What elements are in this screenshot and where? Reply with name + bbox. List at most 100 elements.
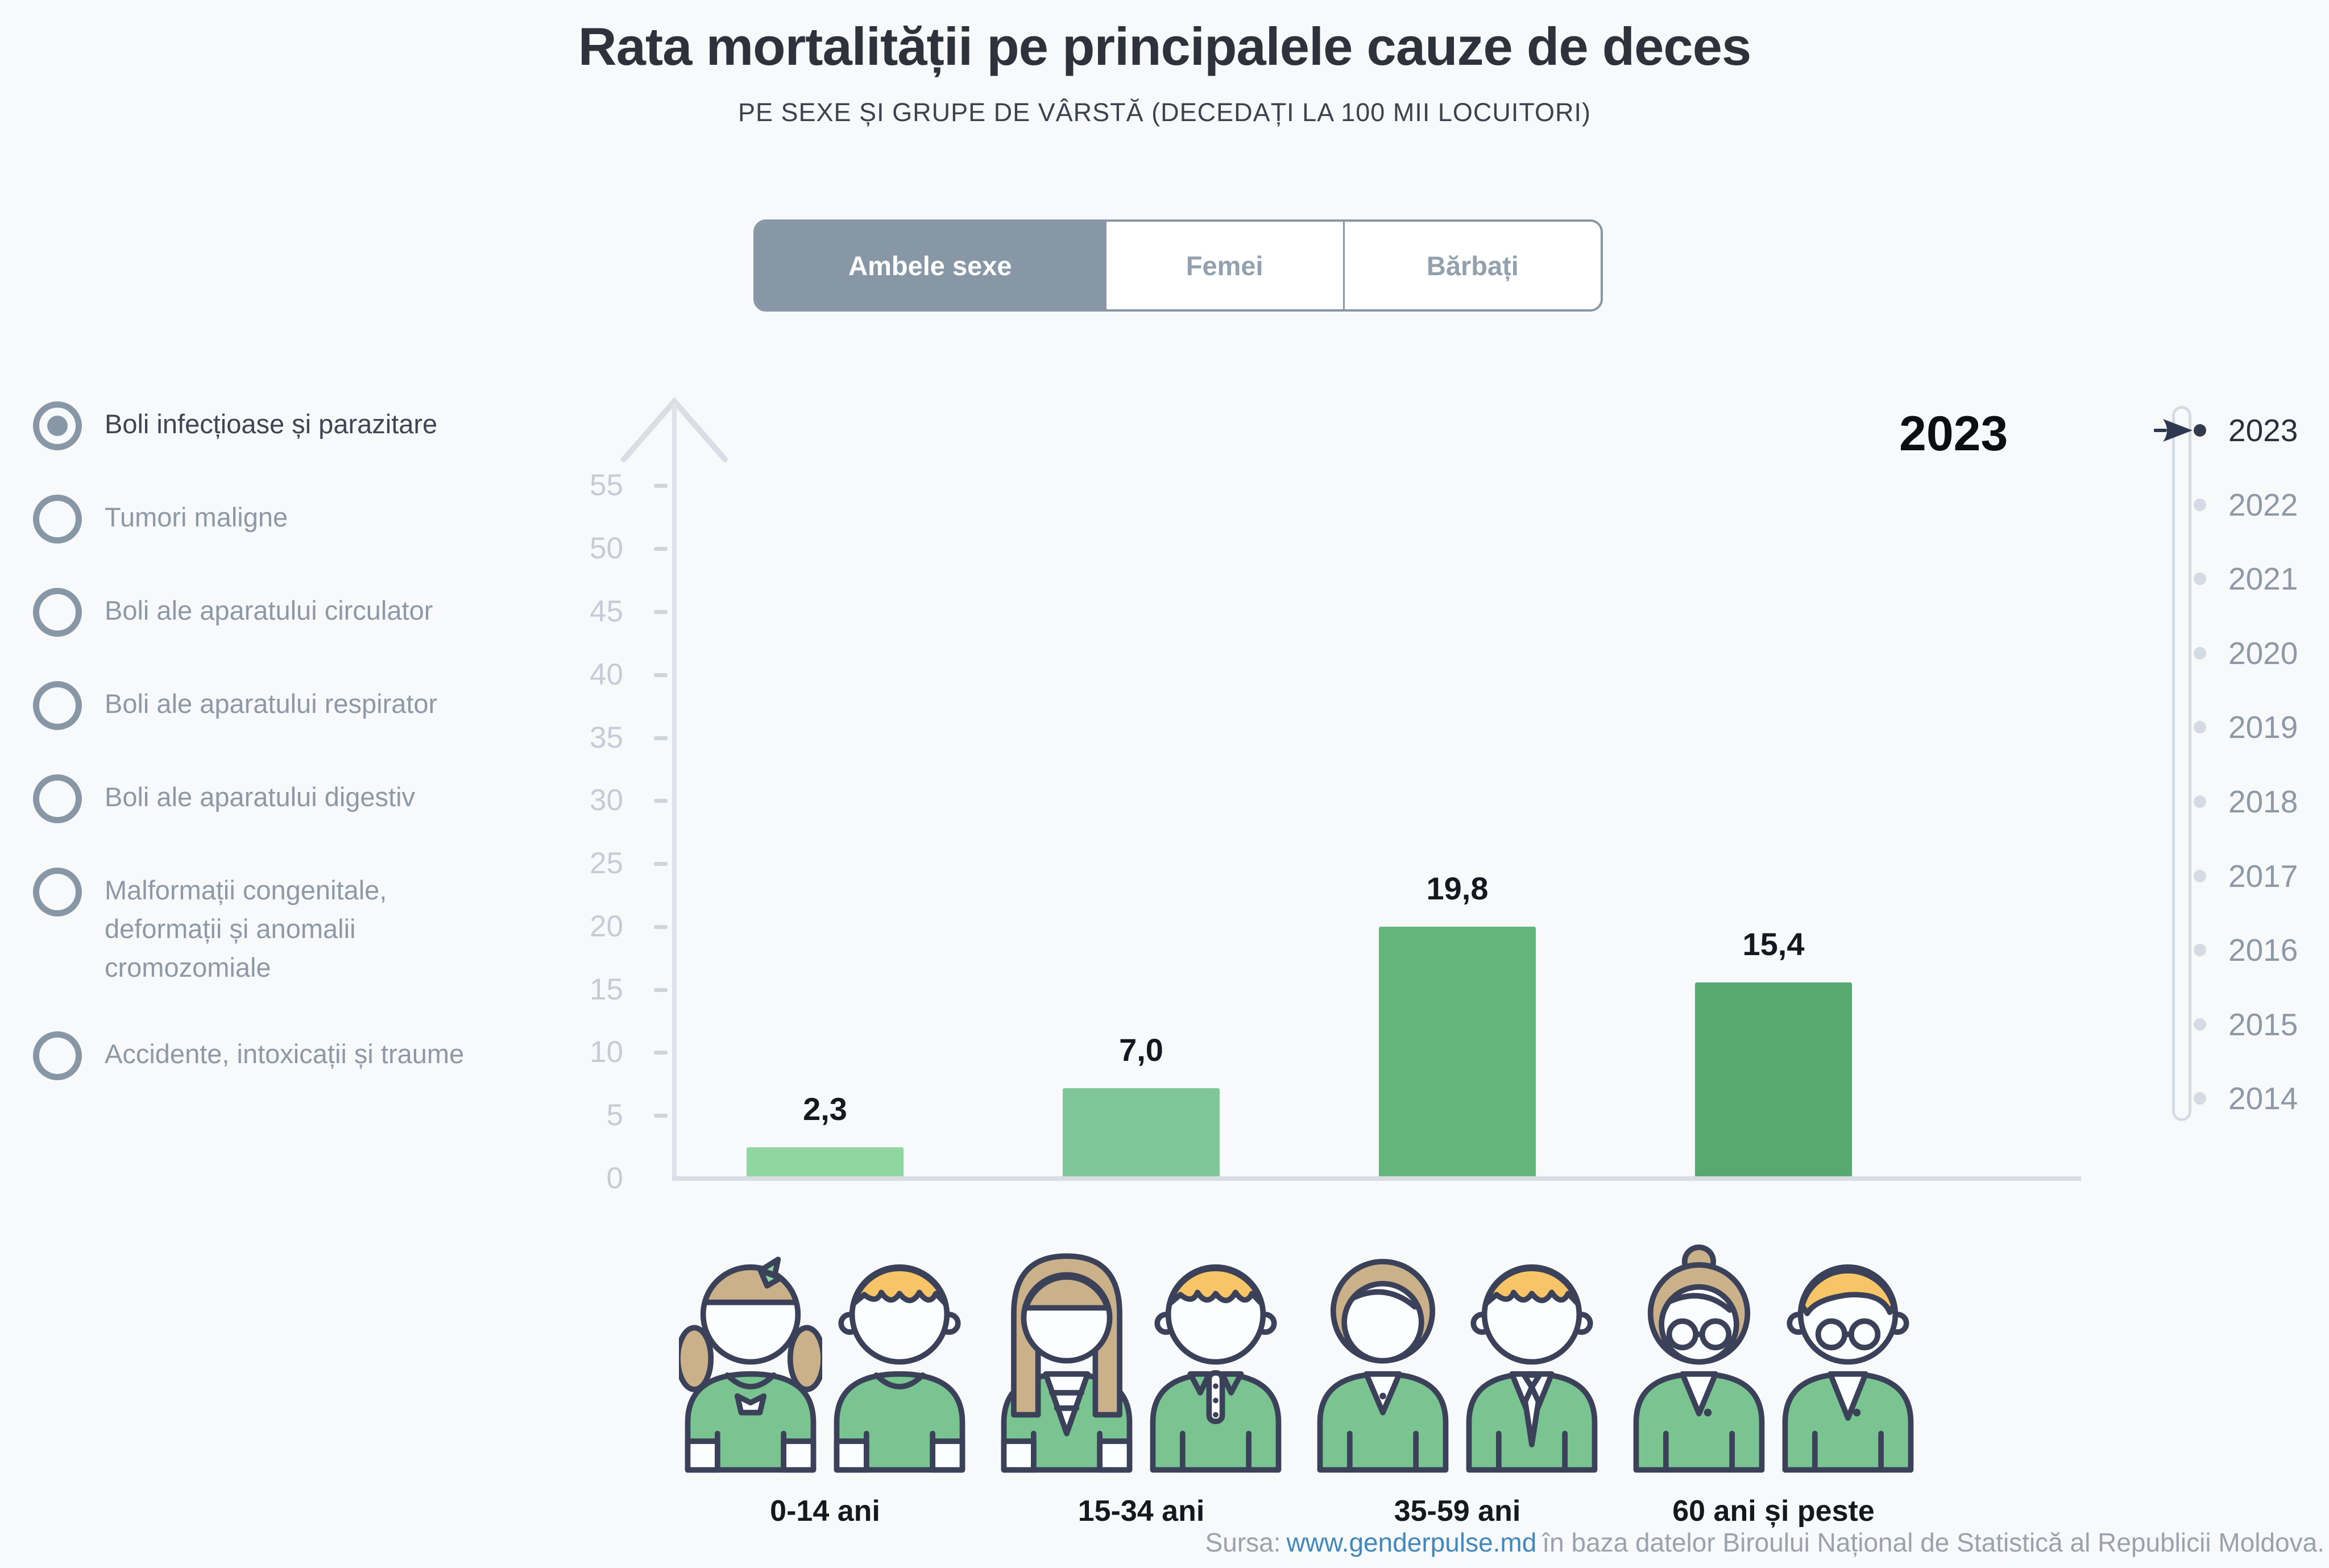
y-tick-label: 0 bbox=[606, 1162, 623, 1195]
adult-woman-icon bbox=[1317, 1259, 1449, 1473]
cause-item-accidente-intoxica-ii-i-traume[interactable]: Accidente, intoxicații și traume bbox=[33, 1031, 647, 1080]
boy-icon bbox=[834, 1264, 965, 1473]
footer: Sursa: www.genderpulse.md în baza datelor … bbox=[1205, 1527, 2324, 1558]
y-tick-mark bbox=[654, 988, 668, 992]
y-tick-label: 15 bbox=[590, 972, 623, 1006]
y-tick-mark bbox=[654, 1114, 668, 1118]
y-tick-mark bbox=[654, 862, 668, 866]
timeline-year-2016[interactable]: 2016 bbox=[2149, 930, 2314, 970]
y-tick-label: 30 bbox=[590, 783, 623, 818]
year-dot bbox=[2194, 1092, 2206, 1105]
cause-label: Tumori maligne bbox=[105, 502, 288, 532]
y-axis-line bbox=[672, 404, 677, 1179]
bar-value-label: 7,0 bbox=[1119, 1031, 1163, 1068]
year-label: 2016 bbox=[2228, 932, 2298, 968]
cause-item-tumori-maligne[interactable]: Tumori maligne bbox=[33, 495, 647, 544]
cause-item-boli-ale-aparatului-digestiv[interactable]: Boli ale aparatului digestiv bbox=[33, 774, 647, 823]
radio-icon[interactable] bbox=[33, 774, 82, 823]
cause-label: Boli ale aparatului circulator bbox=[105, 595, 433, 625]
young-woman-icon bbox=[1001, 1253, 1133, 1473]
y-tick-label: 55 bbox=[590, 468, 623, 503]
y-tick-label: 35 bbox=[590, 720, 623, 754]
year-dot bbox=[2194, 573, 2206, 586]
cause-item-boli-ale-aparatului-respirator[interactable]: Boli ale aparatului respirator bbox=[33, 681, 647, 730]
radio-icon[interactable] bbox=[33, 1031, 82, 1080]
y-tick-mark bbox=[654, 547, 668, 551]
timeline-year-2021[interactable]: 2021 bbox=[2149, 559, 2314, 599]
figure-group-0-14 bbox=[672, 1223, 979, 1474]
senior-man-icon bbox=[1782, 1264, 1914, 1473]
bar-35-59-ani bbox=[1379, 927, 1536, 1176]
radio-icon[interactable] bbox=[33, 495, 82, 544]
figure-group-35-59 bbox=[1304, 1223, 1611, 1474]
y-tick-mark bbox=[654, 924, 668, 929]
bar-value-label: 2,3 bbox=[803, 1091, 847, 1127]
y-tick-label: 50 bbox=[590, 532, 623, 566]
timeline-year-2018[interactable]: 2018 bbox=[2149, 782, 2314, 822]
radio-icon[interactable] bbox=[33, 868, 82, 916]
year-dot bbox=[2194, 869, 2206, 882]
cause-item-boli-ale-aparatului-circulator[interactable]: Boli ale aparatului circulator bbox=[33, 588, 647, 637]
timeline-year-2015[interactable]: 2015 bbox=[2149, 1005, 2314, 1044]
sex-tabs: Ambele sexe Femei Bărbați bbox=[753, 219, 1603, 312]
timeline-year-2022[interactable]: 2022 bbox=[2149, 485, 2314, 525]
tab-femei[interactable]: Femei bbox=[1107, 222, 1345, 309]
year-dot bbox=[2194, 1018, 2206, 1031]
source-suffix: în baza datelor Biroului Național de Sta… bbox=[1542, 1528, 2324, 1557]
young-man-icon bbox=[1150, 1264, 1282, 1473]
cause-item-boli-infec-ioase-i-parazitare[interactable]: Boli infecțioase și parazitare bbox=[33, 401, 647, 450]
cause-label: Boli infecțioase și parazitare bbox=[105, 409, 438, 439]
y-tick-label: 20 bbox=[590, 909, 623, 943]
y-tick-mark bbox=[654, 609, 668, 614]
year-label: 2022 bbox=[2228, 487, 2298, 522]
age-group-label-60-ani-i-peste: 60 ani și peste bbox=[1672, 1495, 1875, 1528]
cause-label: Malformații congenitale, deformații și a… bbox=[105, 875, 387, 982]
y-tick-mark bbox=[654, 673, 668, 677]
year-label: 2014 bbox=[2228, 1081, 2298, 1117]
senior-woman-icon bbox=[1633, 1245, 1765, 1473]
bar-60-ani-i-peste bbox=[1695, 982, 1852, 1176]
year-dot bbox=[2194, 646, 2206, 659]
y-tick-label: 10 bbox=[590, 1035, 623, 1069]
timeline-track[interactable] bbox=[2172, 406, 2191, 1121]
cause-item-malforma-ii-congenitale-deforma-ii-i-anomalii-cromozomiale[interactable]: Malformații congenitale, deformații și a… bbox=[33, 868, 647, 987]
bar-value-label: 15,4 bbox=[1742, 926, 1805, 962]
figure-group-15-34 bbox=[988, 1223, 1295, 1474]
y-tick-label: 40 bbox=[590, 657, 623, 691]
year-dot bbox=[2194, 944, 2206, 957]
y-tick-label: 5 bbox=[606, 1098, 623, 1133]
year-dot bbox=[2194, 795, 2206, 808]
timeline-year-2019[interactable]: 2019 bbox=[2149, 707, 2314, 747]
year-label: 2020 bbox=[2228, 635, 2298, 671]
y-tick-mark bbox=[654, 1051, 668, 1055]
timeline-year-2023[interactable]: 2023 bbox=[2149, 410, 2314, 450]
big-year-label: 2023 bbox=[1899, 406, 2008, 461]
year-label: 2015 bbox=[2228, 1006, 2298, 1042]
y-axis-arrow-icon bbox=[621, 397, 728, 462]
tab-ambele-sexe[interactable]: Ambele sexe bbox=[756, 222, 1107, 309]
source-prefix: Sursa: bbox=[1205, 1528, 1281, 1557]
radio-icon[interactable] bbox=[33, 588, 82, 637]
timeline-year-2020[interactable]: 2020 bbox=[2149, 633, 2314, 673]
figure-group-60-plus bbox=[1620, 1223, 1927, 1474]
age-group-label-35-59-ani: 35-59 ani bbox=[1394, 1495, 1521, 1528]
y-tick-mark bbox=[654, 484, 668, 488]
radio-icon[interactable] bbox=[33, 401, 82, 450]
year-timeline: 2023 2022 2021 2020 2019 2018 2017 2016 2015 2014 bbox=[2149, 401, 2329, 1158]
page-subtitle: PE SEXE ȘI GRUPE DE VÂRSTĂ (DECEDAȚI LA … bbox=[737, 98, 1592, 127]
tab-b-rba-i[interactable]: Bărbați bbox=[1426, 250, 1519, 281]
selected-year-arrow-icon bbox=[2154, 419, 2193, 442]
bar-value-label: 19,8 bbox=[1426, 870, 1489, 907]
age-group-label-15-34-ani: 15-34 ani bbox=[1078, 1495, 1205, 1528]
timeline-year-2017[interactable]: 2017 bbox=[2149, 856, 2314, 896]
adult-man-icon bbox=[1466, 1264, 1598, 1473]
year-label: 2021 bbox=[2228, 561, 2298, 597]
timeline-year-2014[interactable]: 2014 bbox=[2149, 1078, 2314, 1118]
source-link[interactable]: www.genderpulse.md bbox=[1286, 1528, 1537, 1557]
year-label: 2018 bbox=[2228, 784, 2298, 819]
page-title: Rata mortalității pe principalele cauze … bbox=[578, 16, 1752, 76]
cause-label: Accidente, intoxicații și traume bbox=[105, 1039, 465, 1069]
radio-icon[interactable] bbox=[33, 681, 82, 730]
year-dot bbox=[2194, 498, 2206, 511]
